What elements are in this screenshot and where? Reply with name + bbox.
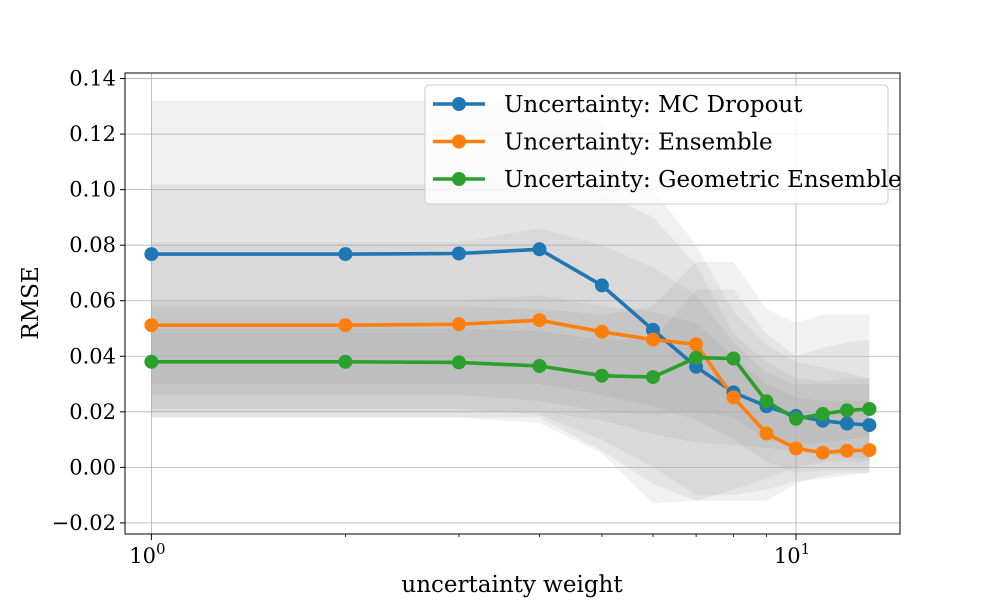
data-point-series-1 [759, 426, 774, 441]
data-point-series-1 [862, 443, 877, 458]
data-point-series-2 [862, 402, 877, 416]
data-point-series-2 [646, 370, 660, 385]
legend-marker-0 [452, 97, 466, 111]
y-tick-label: 0.06 [69, 289, 116, 313]
data-point-series-1 [646, 332, 660, 347]
y-axis-label: RMSE [18, 266, 44, 339]
legend-label-2: Uncertainty: Geometric Ensemble [504, 167, 902, 193]
data-point-series-1 [338, 318, 353, 333]
data-point-series-1 [789, 441, 803, 456]
data-point-series-1 [451, 317, 466, 332]
x-axis-label: uncertainty weight [401, 572, 623, 598]
data-point-series-0 [338, 247, 353, 262]
y-tick-label: 0.14 [69, 67, 116, 91]
legend-label-1: Uncertainty: Ensemble [504, 130, 773, 156]
y-tick-label: 0.08 [69, 233, 116, 257]
data-point-series-0 [532, 242, 547, 257]
data-point-series-2 [726, 351, 741, 366]
data-point-series-0 [594, 278, 609, 293]
data-point-series-0 [451, 246, 466, 261]
data-point-series-2 [532, 359, 547, 373]
y-tick-label: 0.10 [69, 178, 116, 202]
y-tick-label: 0.12 [69, 122, 116, 146]
data-point-series-0 [646, 322, 660, 337]
data-point-series-1 [840, 443, 854, 458]
data-point-series-2 [789, 411, 803, 426]
data-point-series-2 [144, 354, 159, 369]
y-tick-label: 0.04 [69, 344, 116, 368]
legend-label-0: Uncertainty: MC Dropout [504, 92, 803, 118]
data-point-series-2 [594, 368, 609, 383]
data-point-series-1 [594, 324, 609, 339]
y-axis-ticks: −0.02 0.00 0.02 0.04 0.06 0.08 0.10 0.12 0.14 [52, 67, 125, 535]
band-outer-series-2 [151, 261, 870, 504]
data-point-series-1 [144, 318, 159, 333]
data-point-series-1 [532, 313, 547, 328]
band-inner-series-1 [151, 295, 870, 473]
y-tick-label: 0.00 [69, 455, 116, 479]
series-markers [144, 242, 877, 460]
data-point-series-0 [862, 418, 877, 433]
data-point-series-2 [840, 403, 854, 418]
y-tick-label: −0.02 [52, 511, 116, 535]
plot-area-frame [124, 72, 901, 535]
data-point-series-0 [840, 416, 854, 431]
data-point-series-2 [689, 350, 704, 365]
legend-marker-1 [452, 134, 466, 149]
y-tick-label: 0.02 [69, 400, 116, 424]
data-point-series-1 [689, 337, 704, 352]
band-outer-series-1 [151, 228, 870, 496]
legend-box [424, 84, 889, 205]
data-point-series-0 [144, 247, 159, 262]
data-point-series-1 [815, 445, 830, 460]
data-point-series-2 [451, 355, 466, 370]
band-inner-series-2 [151, 289, 870, 446]
data-point-series-2 [759, 394, 774, 409]
data-point-series-2 [338, 354, 353, 369]
legend-marker-2 [452, 172, 466, 186]
data-point-series-1 [726, 390, 741, 405]
data-point-series-2 [815, 407, 830, 421]
legend: Uncertainty: MC Dropout Uncertainty: Ense… [424, 84, 902, 205]
